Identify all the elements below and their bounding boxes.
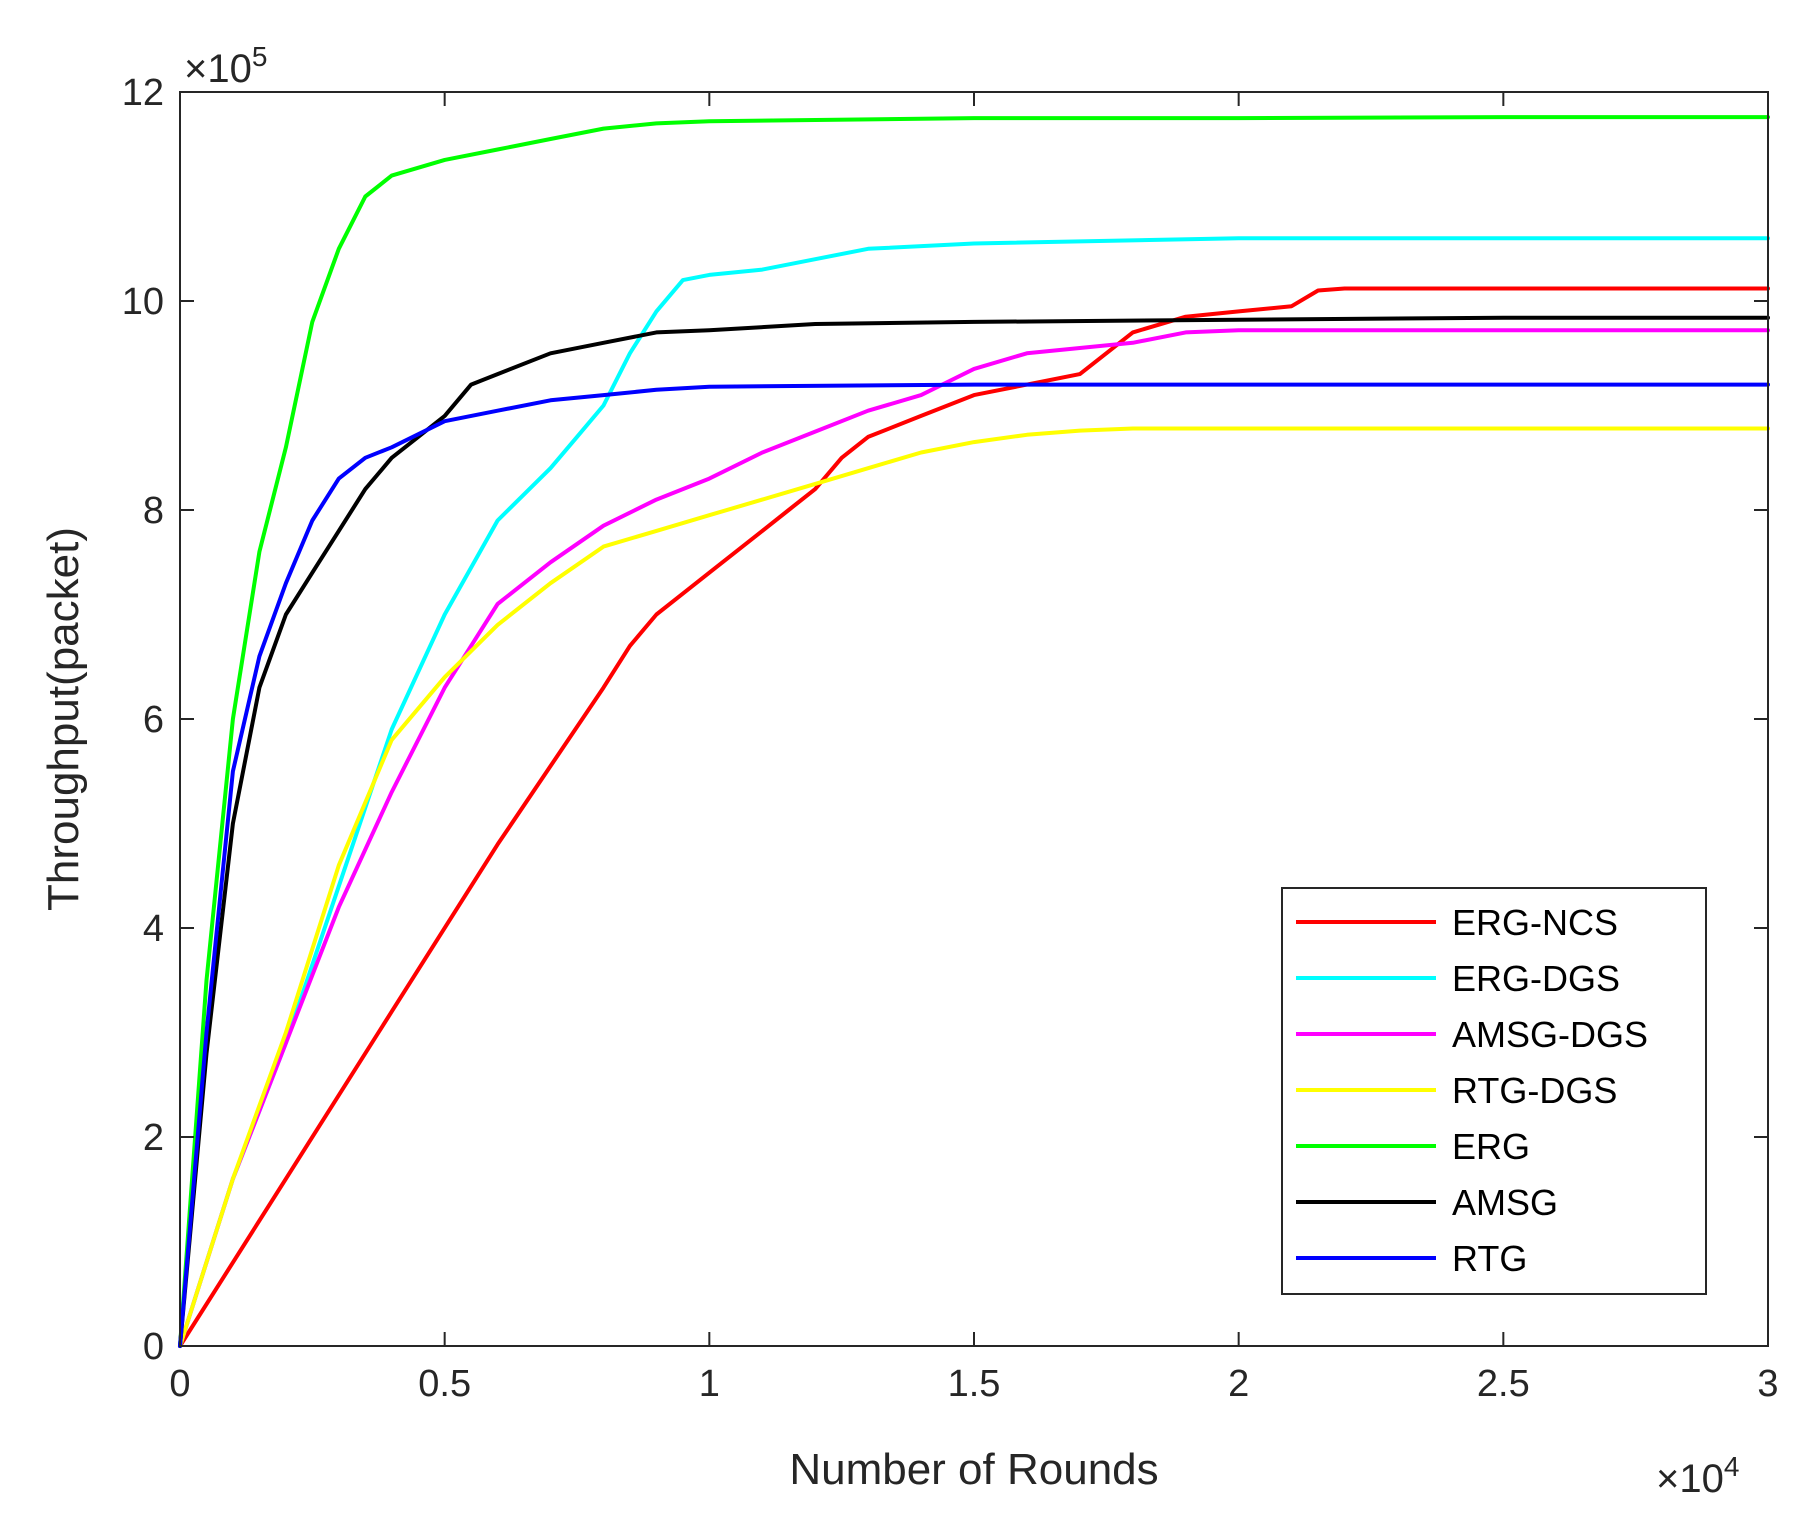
tick-layer: 0 0.5 1 1.5 2 2.5 3 0 2 4 6 8 10 12 bbox=[122, 72, 1779, 1405]
x-multiplier-exponent: 4 bbox=[1724, 1451, 1740, 1482]
legend-label-erg: ERG bbox=[1452, 1126, 1530, 1167]
x-tick-label: 0.5 bbox=[418, 1363, 471, 1405]
x-tick-label: 3 bbox=[1757, 1363, 1778, 1405]
y-tick-label: 6 bbox=[143, 699, 164, 741]
series-line-amsg bbox=[178, 315, 1770, 1348]
legend-label-erg-dgs: ERG-DGS bbox=[1452, 958, 1620, 999]
y-axis-label: Throughput(packet) bbox=[39, 527, 88, 911]
legend-label-rtg-dgs: RTG-DGS bbox=[1452, 1070, 1617, 1111]
x-axis-multiplier: ×104 bbox=[1656, 1451, 1739, 1501]
y-tick-label: 0 bbox=[143, 1326, 164, 1368]
series-line-rtg bbox=[178, 382, 1770, 1348]
legend-label-rtg: RTG bbox=[1452, 1238, 1527, 1279]
y-tick-label: 8 bbox=[143, 490, 164, 532]
y-tick-label: 12 bbox=[122, 72, 164, 114]
x-tick-label: 0 bbox=[169, 1363, 190, 1405]
legend-entries: ERG-NCS ERG-DGS AMSG-DGS RTG-DGS ERG AMSG RTG bbox=[1296, 902, 1648, 1279]
series-line-rtg-dgs bbox=[178, 426, 1770, 1348]
legend-label-amsg-dgs: AMSG-DGS bbox=[1452, 1014, 1648, 1055]
legend-label-erg-ncs: ERG-NCS bbox=[1452, 902, 1618, 943]
y-axis-multiplier: ×105 bbox=[184, 41, 267, 91]
y-multiplier-base: ×10 bbox=[184, 47, 252, 91]
x-tick-label: 2.5 bbox=[1477, 1363, 1530, 1405]
series-line-amsg-dgs bbox=[178, 328, 1770, 1348]
x-tick-label: 1 bbox=[699, 1363, 720, 1405]
y-multiplier-exponent: 5 bbox=[252, 41, 268, 72]
legend: ERG-NCS ERG-DGS AMSG-DGS RTG-DGS ERG AMSG RTG bbox=[1281, 887, 1707, 1295]
x-tick-label: 1.5 bbox=[948, 1363, 1001, 1405]
legend-label-amsg: AMSG bbox=[1452, 1182, 1558, 1223]
y-tick-label: 4 bbox=[143, 908, 164, 950]
series-line-erg-dgs bbox=[178, 236, 1770, 1348]
series-line-erg-ncs bbox=[178, 286, 1770, 1348]
x-multiplier-base: ×10 bbox=[1656, 1457, 1724, 1501]
y-tick-label: 10 bbox=[122, 281, 164, 323]
y-tick-label: 2 bbox=[143, 1117, 164, 1159]
series-line-erg bbox=[178, 115, 1770, 1348]
series-layer bbox=[178, 115, 1770, 1348]
x-axis-label: Number of Rounds bbox=[789, 1445, 1158, 1494]
x-tick-label: 2 bbox=[1228, 1363, 1249, 1405]
